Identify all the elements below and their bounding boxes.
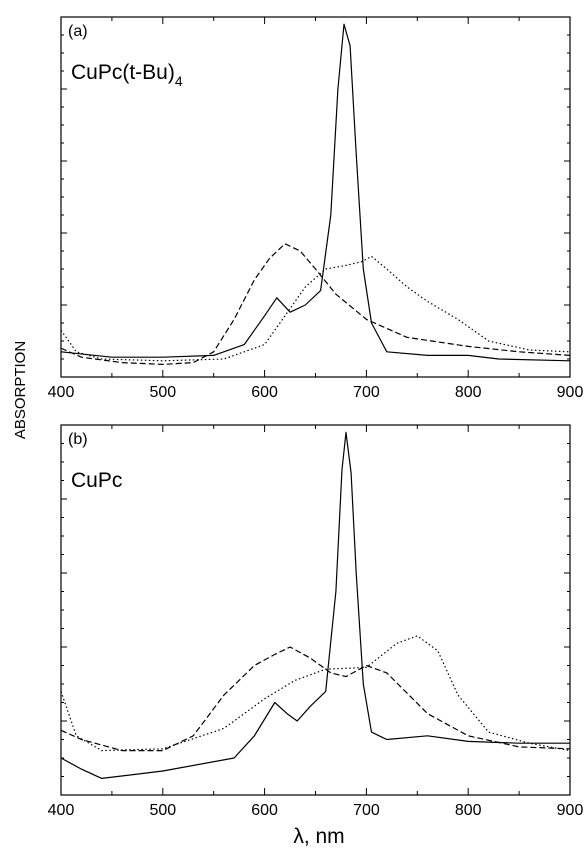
panel-b-x-tick-label: 900 (557, 802, 584, 819)
panel-a: 400 500 600 700 800 900 (a) CuPc(t-Bu)4 (48, 16, 584, 401)
panel-a-series-solid (60, 23, 571, 362)
panel-b-series-solid (60, 431, 570, 779)
panel-a-x-tick-label: 600 (251, 384, 278, 401)
panel-a-x-tick-label: 900 (557, 384, 584, 401)
panel-b-x-tick-label: 700 (353, 802, 380, 819)
panel-b-label: (b) (68, 431, 88, 448)
panel-b-x-tick-label: 400 (48, 802, 75, 819)
panel-b-compound-label: CuPc (71, 469, 122, 492)
panel-a-label: (a) (68, 23, 88, 40)
panel-a-series-dashed (60, 243, 571, 365)
x-axis-title: λ, nm (293, 825, 344, 848)
panel-a-x-tick-label: 700 (353, 384, 380, 401)
panel-b: 400 500 600 700 800 900 (b) CuPc (48, 424, 584, 819)
panel-b-x-tick-label: 500 (149, 802, 176, 819)
y-axis-title: ABSORPTION (12, 341, 29, 439)
panel-b-x-tick-label: 800 (455, 802, 482, 819)
panel-a-x-tick-label: 500 (149, 384, 176, 401)
panel-a-compound-label: CuPc(t-Bu)4 (71, 61, 183, 89)
panel-b-series-dotted (60, 635, 571, 752)
panel-a-series-dotted (60, 255, 571, 362)
panel-a-x-tick-label: 800 (455, 384, 482, 401)
panel-a-compound-subscript: 4 (175, 73, 183, 89)
panel-b-frame (60, 424, 571, 796)
panel-b-x-tick-label: 600 (251, 802, 278, 819)
panel-a-x-tick-label: 400 (48, 384, 75, 401)
panel-b-series-dashed (60, 646, 571, 752)
